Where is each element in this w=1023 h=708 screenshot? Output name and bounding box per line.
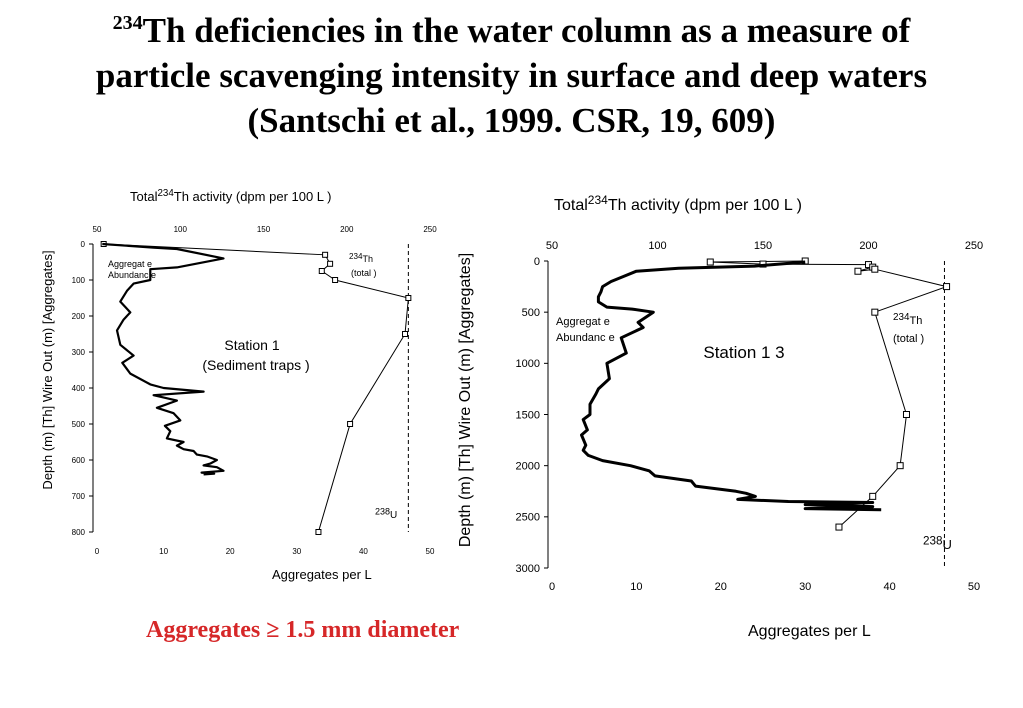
y-tick-label: 1500 bbox=[516, 409, 540, 421]
th234-data-point bbox=[405, 295, 412, 301]
y-tick-label: 600 bbox=[72, 456, 86, 465]
th234-data-point bbox=[332, 277, 339, 283]
y-tick-label: 800 bbox=[72, 528, 86, 537]
top-tick-label: 250 bbox=[423, 225, 437, 234]
th234-data-point bbox=[869, 492, 877, 500]
bottom-tick-label: 20 bbox=[226, 547, 235, 556]
y-tick-label: 3000 bbox=[516, 563, 540, 575]
top-tick-label: 100 bbox=[648, 240, 666, 252]
th-annotation-sup: 234 bbox=[893, 312, 910, 323]
th-annotation-total: (total ) bbox=[351, 268, 377, 278]
top-tick-label: 50 bbox=[546, 240, 558, 252]
bottom-tick-label: 40 bbox=[359, 547, 368, 556]
aggregate-label-line-1: Aggregat e bbox=[556, 316, 610, 328]
left-axis-title: Depth (m) [Th] Wire Out (m) [Aggregates] bbox=[40, 250, 55, 489]
bottom-axis-title: Aggregates per L bbox=[748, 623, 871, 640]
left-axis-title: Depth (m) [Th] Wire Out (m) [Aggregates] bbox=[457, 253, 474, 547]
aggregate-abundance-line bbox=[102, 242, 225, 476]
footnote: Aggregates ≥ 1.5 mm diameter bbox=[146, 617, 460, 643]
bottom-tick-label: 10 bbox=[159, 547, 168, 556]
bottom-tick-label: 30 bbox=[799, 581, 811, 593]
slide-title: 234Th deficiencies in the water column a… bbox=[0, 8, 1023, 143]
aggregate-label-line-2: Abundanc e bbox=[108, 270, 156, 280]
y-tick-label: 200 bbox=[72, 312, 86, 321]
u238-annotation-sup: 238 bbox=[923, 534, 943, 547]
u238-annotation: U bbox=[390, 510, 397, 521]
bottom-tick-label: 20 bbox=[715, 581, 727, 593]
axis-title-sup: 234 bbox=[588, 193, 608, 207]
aggregate-label-line-2: Abundanc e bbox=[556, 332, 615, 344]
station-label: Station 1 bbox=[224, 337, 279, 353]
bottom-tick-label: 30 bbox=[292, 547, 301, 556]
station-sublabel: (Sediment traps ) bbox=[202, 357, 309, 373]
th234-data-point bbox=[322, 251, 329, 258]
th234-data-point bbox=[896, 462, 904, 470]
th234-data-point bbox=[315, 529, 322, 535]
th-annotation-total: (total ) bbox=[893, 333, 924, 345]
bottom-tick-label: 10 bbox=[630, 581, 642, 593]
bottom-axis-title: Aggregates per L bbox=[272, 567, 372, 582]
top-axis-title: Total 234 Th activity (dpm per 100 L ) bbox=[554, 193, 802, 214]
title-line-2: particle scavenging intensity in surface… bbox=[95, 56, 928, 95]
y-tick-label: 0 bbox=[534, 256, 540, 268]
top-tick-label: 200 bbox=[859, 240, 877, 252]
th234-data-point bbox=[347, 421, 354, 427]
bottom-tick-label: 50 bbox=[968, 581, 980, 593]
th234-data-point bbox=[854, 267, 862, 275]
title-superscript: 234 bbox=[112, 12, 143, 34]
axis-title-pre: Total bbox=[130, 189, 158, 204]
th234-profile-line bbox=[710, 260, 949, 528]
th-annotation: Th bbox=[909, 315, 922, 327]
th234-data-point bbox=[402, 331, 409, 337]
top-axis-title: Total 234 Th activity (dpm per 100 L ) bbox=[130, 188, 332, 204]
title-line-1: 234Th deficiencies in the water column a… bbox=[112, 11, 911, 50]
y-tick-label: 1000 bbox=[516, 358, 540, 370]
bottom-tick-label: 50 bbox=[426, 547, 435, 556]
top-tick-label: 150 bbox=[257, 225, 271, 234]
aggregate-abundance-line bbox=[580, 260, 882, 512]
axis-title-sup: 234 bbox=[157, 188, 174, 199]
y-tick-label: 700 bbox=[72, 492, 86, 501]
y-tick-label: 300 bbox=[72, 348, 86, 357]
y-tick-label: 500 bbox=[72, 420, 86, 429]
th234-data-point bbox=[327, 260, 334, 267]
y-tick-label: 500 bbox=[522, 307, 540, 319]
th234-data-point bbox=[871, 308, 879, 316]
th234-profile-line bbox=[103, 243, 409, 533]
u238-annotation-sup: 238 bbox=[375, 507, 390, 517]
bottom-tick-label: 40 bbox=[883, 581, 895, 593]
th234-data-point bbox=[943, 283, 951, 291]
axis-title-post: Th activity (dpm per 100 L ) bbox=[174, 189, 332, 204]
y-tick-label: 400 bbox=[72, 384, 86, 393]
y-tick-label: 100 bbox=[72, 276, 86, 285]
th-annotation: Th bbox=[363, 254, 374, 264]
th-annotation-sup: 234 bbox=[349, 252, 363, 261]
th234-data-point bbox=[706, 258, 714, 266]
top-tick-label: 200 bbox=[340, 225, 354, 234]
axis-title-post: Th activity (dpm per 100 L ) bbox=[608, 197, 802, 214]
top-tick-label: 50 bbox=[93, 225, 102, 234]
bottom-tick-label: 0 bbox=[95, 547, 100, 556]
bottom-tick-label: 0 bbox=[549, 581, 555, 593]
th234-data-point bbox=[902, 411, 910, 418]
axis-title-pre: Total bbox=[554, 197, 588, 214]
th234-data-point bbox=[318, 268, 325, 274]
top-tick-label: 250 bbox=[965, 240, 983, 252]
top-tick-label: 150 bbox=[754, 240, 772, 252]
chart-panel-1: 0 100 200 300 400 500 600 700 800 50 100 150 200 250 0… bbox=[40, 188, 437, 582]
u238-annotation: U bbox=[943, 537, 952, 552]
y-tick-label: 2000 bbox=[516, 461, 540, 473]
y-tick-label: 2500 bbox=[516, 512, 540, 524]
y-tick-label: 0 bbox=[81, 240, 86, 249]
title-line-3: (Santschi et al., 1999. CSR, 19, 609) bbox=[247, 101, 776, 140]
th234-data-point bbox=[871, 265, 879, 273]
aggregate-label-line-1: Aggregat e bbox=[108, 259, 152, 269]
th234-data-point bbox=[835, 523, 843, 531]
top-tick-label: 100 bbox=[174, 225, 188, 234]
station-label: Station 1 3 bbox=[703, 343, 784, 362]
